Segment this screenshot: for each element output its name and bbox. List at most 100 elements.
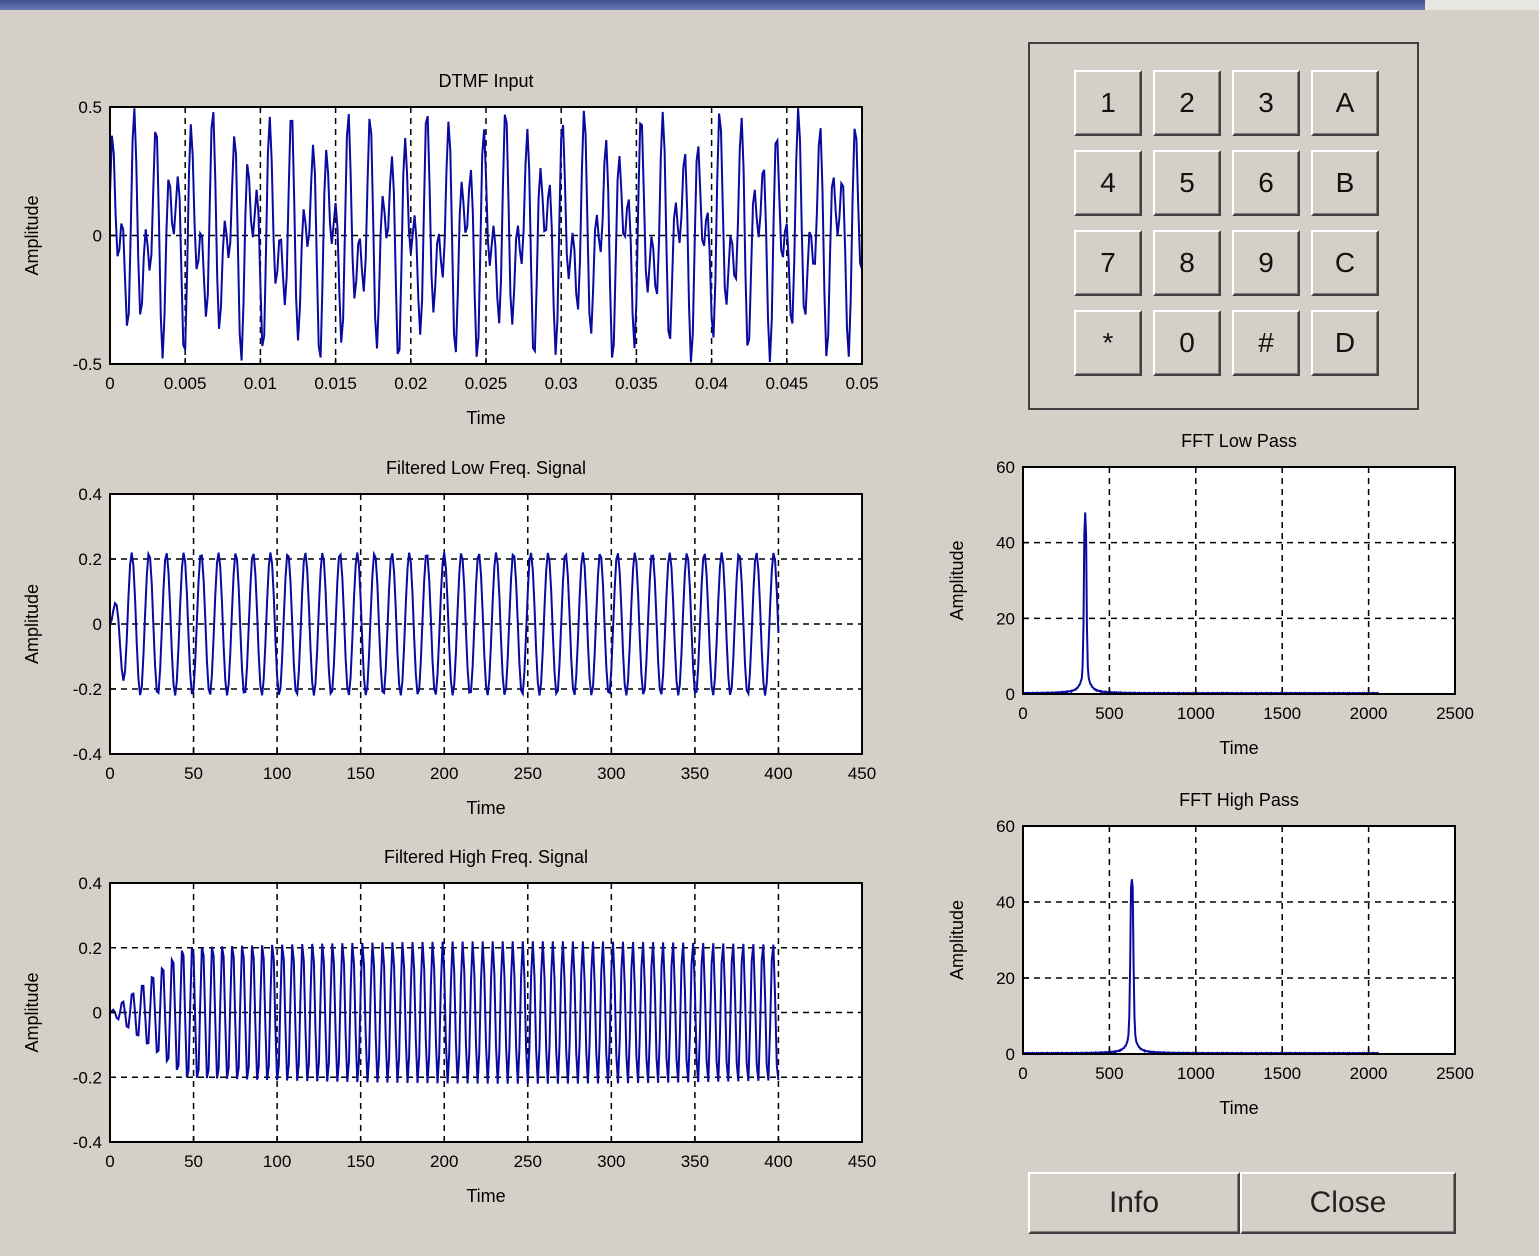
info-button[interactable]: Info	[1028, 1172, 1240, 1234]
fftlow-xtick-label: 0	[1018, 704, 1027, 723]
dtmf-xtick-label: 0.05	[845, 374, 878, 393]
key-d[interactable]: D	[1311, 310, 1379, 376]
low-xtick-label: 450	[848, 764, 876, 783]
high-ytick-label: 0.2	[78, 939, 102, 958]
key-5[interactable]: 5	[1153, 150, 1221, 216]
ffthigh-xlabel: Time	[1219, 1098, 1258, 1118]
low-xtick-label: 400	[764, 764, 792, 783]
fftlow-xtick-label: 1000	[1177, 704, 1215, 723]
fftlow-axes-frame	[1022, 466, 1456, 695]
dtmf-xtick-label: 0.015	[314, 374, 357, 393]
ffthigh-xtick-label: 0	[1018, 1064, 1027, 1083]
ffthigh-xtick-label: 500	[1095, 1064, 1123, 1083]
key-hash[interactable]: #	[1232, 310, 1300, 376]
ffthigh-axes-area	[1023, 826, 1455, 1054]
key-8[interactable]: 8	[1153, 230, 1221, 296]
key-star[interactable]: *	[1074, 310, 1142, 376]
key-9[interactable]: 9	[1232, 230, 1300, 296]
high-signal-line	[109, 941, 780, 1084]
low-ytick-label: 0.4	[78, 485, 102, 504]
low-xtick-label: 200	[430, 764, 458, 783]
high-ytick-label: 0.4	[78, 874, 102, 893]
high-ytick-label: -0.2	[73, 1068, 102, 1087]
key-2[interactable]: 2	[1153, 70, 1221, 136]
fftlow-ytick-label: 60	[996, 458, 1015, 477]
dtmf-ytick-label: 0.5	[78, 98, 102, 117]
high-ylabel: Amplitude	[22, 972, 42, 1052]
high-ytick-label: -0.4	[73, 1133, 102, 1152]
low-xlabel: Time	[466, 798, 505, 818]
fftlow-xtick-label: 2500	[1436, 704, 1474, 723]
low-signal-line	[109, 550, 780, 698]
low-title: Filtered Low Freq. Signal	[386, 458, 586, 478]
high-ytick-label: 0	[93, 1004, 102, 1023]
ffthigh-axes-frame	[1022, 825, 1456, 1055]
high-xtick-label: 0	[105, 1152, 114, 1171]
low-xtick-label: 50	[184, 764, 203, 783]
ffthigh-ytick-label: 60	[996, 817, 1015, 836]
fftlow-xtick-label: 2000	[1350, 704, 1388, 723]
dtmf-xtick-label: 0.045	[766, 374, 809, 393]
key-0[interactable]: 0	[1153, 310, 1221, 376]
ffthigh-ytick-label: 20	[996, 969, 1015, 988]
dtmf-signal-line	[109, 107, 863, 363]
key-4[interactable]: 4	[1074, 150, 1142, 216]
fftlow-xtick-label: 1500	[1263, 704, 1301, 723]
dtmf-xtick-label: 0.01	[244, 374, 277, 393]
key-7[interactable]: 7	[1074, 230, 1142, 296]
high-xtick-label: 100	[263, 1152, 291, 1171]
high-xtick-label: 350	[681, 1152, 709, 1171]
low-xtick-label: 100	[263, 764, 291, 783]
key-c[interactable]: C	[1311, 230, 1379, 296]
dtmf-xtick-label: 0.005	[164, 374, 207, 393]
high-xtick-label: 400	[764, 1152, 792, 1171]
fftlow-ytick-label: 0	[1006, 685, 1015, 704]
high-xlabel: Time	[466, 1186, 505, 1206]
high-xtick-label: 50	[184, 1152, 203, 1171]
ffthigh-xtick-label: 2500	[1436, 1064, 1474, 1083]
ffthigh-plot: 0 500 1000 1500 2000 2500 0 20 40 60 FFT High Pass…	[947, 790, 1474, 1118]
key-b[interactable]: B	[1311, 150, 1379, 216]
fftlow-xtick-label: 500	[1095, 704, 1123, 723]
low-plot: 0 50 100 150 200 250 300 350 400 450 -0.4 -0.2 0 0.2 0…	[22, 458, 876, 818]
window-title-bar	[0, 0, 1425, 10]
ffthigh-xtick-label: 1000	[1177, 1064, 1215, 1083]
dtmf-plot: 0 0.005 0.01 0.015 0.02 0.025 0.03 0.035 0.04 0.0…	[22, 71, 879, 428]
fftlow-title: FFT Low Pass	[1181, 431, 1297, 451]
key-6[interactable]: 6	[1232, 150, 1300, 216]
low-xtick-label: 350	[681, 764, 709, 783]
key-3[interactable]: 3	[1232, 70, 1300, 136]
low-xtick-label: 250	[514, 764, 542, 783]
fftlow-ytick-label: 40	[996, 534, 1015, 553]
fftlow-ytick-label: 20	[996, 609, 1015, 628]
dtmf-xtick-label: 0.035	[615, 374, 658, 393]
low-ytick-label: -0.4	[73, 745, 102, 764]
high-xtick-label: 450	[848, 1152, 876, 1171]
key-a[interactable]: A	[1311, 70, 1379, 136]
dtmf-title: DTMF Input	[438, 71, 533, 91]
close-button[interactable]: Close	[1240, 1172, 1456, 1234]
fftlow-ylabel: Amplitude	[947, 540, 967, 620]
ffthigh-xtick-label: 1500	[1263, 1064, 1301, 1083]
title-bar-end	[1425, 0, 1539, 10]
key-1[interactable]: 1	[1074, 70, 1142, 136]
fftlow-xlabel: Time	[1219, 738, 1258, 758]
dtmf-xtick-label: 0	[105, 374, 114, 393]
fftlow-axes-area	[1023, 467, 1455, 694]
high-xtick-label: 250	[514, 1152, 542, 1171]
ffthigh-title: FFT High Pass	[1179, 790, 1299, 810]
high-title: Filtered High Freq. Signal	[384, 847, 588, 867]
ffthigh-ylabel: Amplitude	[947, 900, 967, 980]
high-plot: 0 50 100 150 200 250 300 350 400 450 -0.4 -0.2 0 0.2 0…	[22, 847, 876, 1206]
ffthigh-ytick-label: 0	[1006, 1045, 1015, 1064]
high-xtick-label: 300	[597, 1152, 625, 1171]
low-ytick-label: -0.2	[73, 680, 102, 699]
low-ytick-label: 0	[93, 615, 102, 634]
ffthigh-xtick-label: 2000	[1350, 1064, 1388, 1083]
low-ytick-label: 0.2	[78, 550, 102, 569]
high-xtick-label: 150	[346, 1152, 374, 1171]
low-xtick-label: 150	[346, 764, 374, 783]
low-xtick-label: 0	[105, 764, 114, 783]
dtmf-xtick-label: 0.04	[695, 374, 728, 393]
